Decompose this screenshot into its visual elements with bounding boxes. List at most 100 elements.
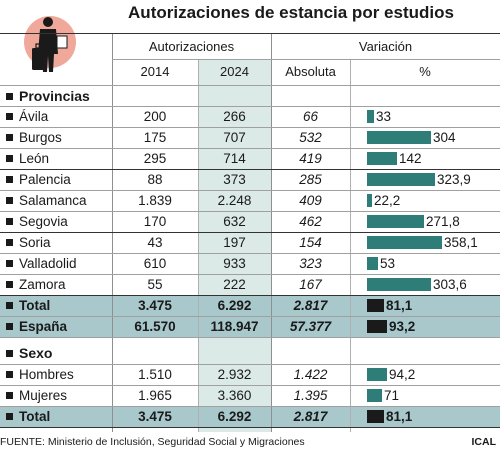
- divider: [0, 274, 500, 275]
- row-label-text: Mujeres: [19, 388, 68, 403]
- value-absoluta: 1.422: [293, 367, 328, 382]
- section-provincias: Provincias: [6, 86, 90, 106]
- row-label-text: Valladolid: [19, 256, 77, 271]
- value-absoluta: 167: [299, 277, 322, 292]
- pct-bar: [367, 236, 442, 249]
- row-label: Hombres: [6, 365, 74, 385]
- header-absoluta: Absoluta: [285, 64, 336, 79]
- value-2024: 373: [223, 172, 246, 187]
- row-bullet-icon: [6, 217, 13, 225]
- divider: [0, 211, 500, 212]
- value-absoluta: 2.817: [293, 409, 328, 424]
- source-note: FUENTE: Ministerio de Inclusión, Segurid…: [0, 436, 305, 448]
- value-2014: 3.475: [138, 298, 172, 313]
- value-2014: 61.570: [134, 319, 176, 334]
- section-sexo: Sexo: [6, 343, 52, 363]
- value-2024: 6.292: [217, 298, 252, 313]
- pct-bar: [367, 110, 374, 123]
- row-label: León: [6, 149, 49, 169]
- row-label-text: Hombres: [19, 367, 74, 382]
- row-label-text: Total: [19, 298, 51, 313]
- value-2024: 2.932: [217, 367, 252, 382]
- divider: [350, 60, 351, 432]
- row-label-text: Palencia: [19, 172, 71, 187]
- value-absoluta: 323: [299, 256, 322, 271]
- row-bullet-icon: [6, 196, 13, 204]
- value-2014: 1.965: [138, 388, 172, 403]
- value-2014: 1.839: [138, 193, 172, 208]
- value-2014: 610: [143, 256, 167, 271]
- value-2014: 1.510: [138, 367, 172, 382]
- chart-title: Autorizaciones de estancia por estudios: [128, 3, 454, 22]
- value-2024: 707: [223, 130, 246, 145]
- pct-label: 304: [433, 130, 456, 145]
- header-variacion: Variación: [358, 39, 413, 54]
- row-label-text: Salamanca: [19, 193, 87, 208]
- divider: [0, 148, 500, 149]
- row-bullet-icon: [6, 370, 13, 378]
- row-label: Burgos: [6, 128, 62, 148]
- value-2024: 118.947: [210, 319, 259, 334]
- value-2014: 55: [147, 277, 163, 292]
- row-bullet-icon: [6, 112, 13, 120]
- divider: [0, 253, 500, 254]
- divider: [112, 34, 113, 432]
- divider: [0, 385, 500, 386]
- value-absoluta: 1.395: [293, 388, 328, 403]
- pct-label: 81,1: [386, 409, 413, 424]
- row-label: Mujeres: [6, 386, 67, 406]
- value-2024: 933: [223, 256, 246, 271]
- value-2014: 295: [143, 151, 167, 166]
- row-bullet-icon: [6, 154, 13, 162]
- divider: [0, 33, 500, 34]
- value-2014: 200: [143, 109, 167, 124]
- person-with-suitcase-icon: [18, 14, 78, 76]
- row-label-text: Total: [19, 409, 51, 424]
- value-2024: 2.248: [217, 193, 252, 208]
- header-pct: %: [419, 64, 431, 79]
- value-absoluta: 2.817: [293, 298, 328, 313]
- value-2014: 170: [143, 214, 167, 229]
- row-bullet-icon: [6, 238, 13, 246]
- pct-label: 358,1: [444, 235, 478, 250]
- row-label-text: Burgos: [19, 130, 62, 145]
- header-2024: 2024: [220, 64, 249, 79]
- pct-bar: [367, 131, 431, 144]
- row-label: Zamora: [6, 275, 66, 295]
- row-bullet-icon: [6, 322, 13, 330]
- row-label-text: Ávila: [19, 109, 49, 124]
- divider: [0, 106, 500, 107]
- value-absoluta: 154: [299, 235, 322, 250]
- pct-label: 81,1: [386, 298, 413, 313]
- row-label: Total: [6, 296, 50, 316]
- row-bullet-icon: [6, 412, 13, 420]
- divider: [0, 169, 500, 170]
- pct-label: 53: [380, 256, 396, 271]
- divider: [0, 232, 500, 233]
- row-label: Segovia: [6, 212, 68, 232]
- pct-bar: [367, 299, 384, 312]
- value-2014: 43: [147, 235, 163, 250]
- pct-label: 33: [376, 109, 392, 124]
- pct-label: 142: [399, 151, 422, 166]
- pct-label: 71: [384, 388, 400, 403]
- divider: [0, 364, 500, 365]
- divider: [0, 406, 500, 407]
- pct-bar: [367, 320, 387, 333]
- divider: [0, 295, 500, 296]
- row-bullet-icon: [6, 391, 13, 399]
- row-label-text: Zamora: [19, 277, 66, 292]
- row-label: Valladolid: [6, 254, 77, 274]
- column-2024-highlight: [198, 60, 271, 432]
- row-label-text: España: [19, 319, 68, 334]
- row-bullet-icon: [6, 280, 13, 288]
- pct-bar: [367, 152, 397, 165]
- row-label: Ávila: [6, 107, 48, 127]
- value-2014: 3.475: [138, 409, 172, 424]
- pct-bar: [367, 173, 435, 186]
- pct-bar: [367, 215, 424, 228]
- value-2024: 266: [223, 109, 246, 124]
- value-2024: 197: [223, 235, 246, 250]
- pct-label: 22,2: [374, 193, 401, 208]
- pct-label: 94,2: [389, 367, 416, 382]
